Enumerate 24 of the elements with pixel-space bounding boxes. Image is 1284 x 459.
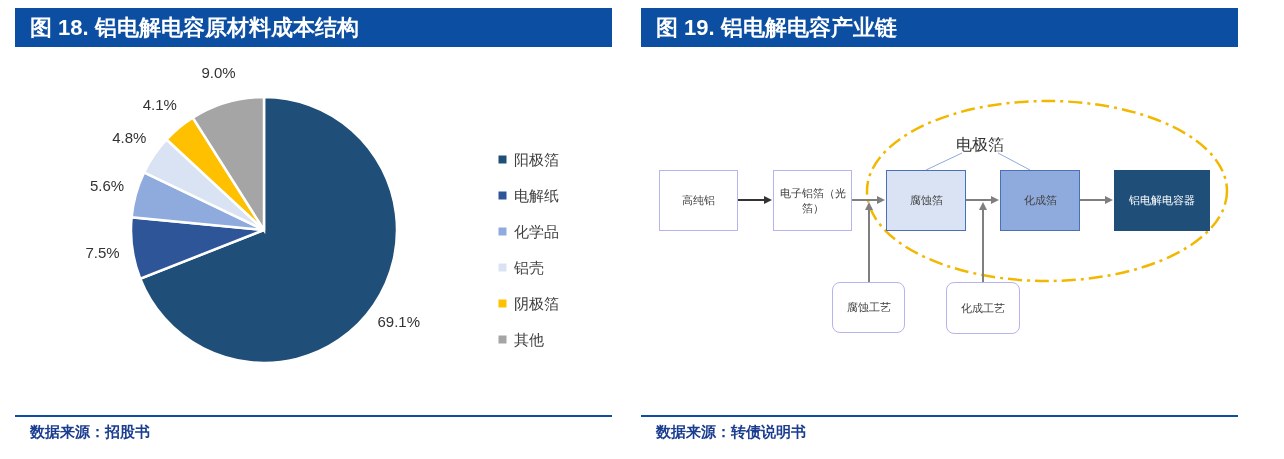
legend-label: 化学品: [514, 222, 559, 240]
legend-label: 阳极箔: [514, 150, 559, 168]
flow-box: 铝电解电容器: [1114, 170, 1210, 231]
flow-box: 腐蚀箔: [886, 170, 966, 231]
legend-label: 阴极箔: [514, 294, 559, 312]
flow-box: 化成箔: [1000, 170, 1080, 231]
legend-label: 其他: [514, 330, 544, 348]
data-label: 69.1%: [377, 312, 420, 330]
legend-label: 电解纸: [514, 186, 559, 204]
chart-title: 图 18. 铝电解电容原材料成本结构: [30, 14, 359, 42]
flow-box: 电子铝箔（光箔）: [773, 170, 852, 231]
flow-box: 高纯铝: [659, 170, 738, 231]
text: 电极箔: [956, 134, 1004, 155]
data-label: 4.1%: [142, 95, 177, 113]
text: 图 19. 铝电解电容产业链: [656, 14, 897, 42]
data-label: 4.8%: [112, 129, 147, 147]
data-label: 5.6%: [89, 177, 125, 195]
data-label: 9.0%: [201, 64, 236, 82]
rounded-box: 化成工艺: [946, 282, 1020, 334]
data-label: 7.5%: [85, 243, 120, 261]
source-note: 数据来源：转债说明书: [656, 423, 806, 441]
source-note: 数据来源：招股书: [30, 423, 150, 441]
rounded-box: 腐蚀工艺: [832, 282, 905, 333]
legend-label: 铝壳: [513, 258, 544, 276]
